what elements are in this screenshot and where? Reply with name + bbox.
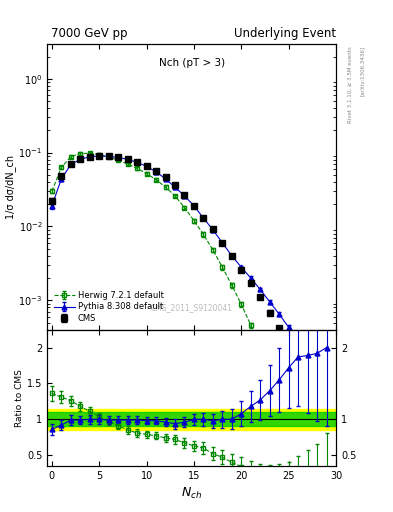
Text: Nch (pT > 3): Nch (pT > 3) xyxy=(158,58,225,68)
Text: [arXiv:1306.3436]: [arXiv:1306.3436] xyxy=(360,46,365,96)
Legend: Herwig 7.2.1 default, Pythia 8.308 default, CMS: Herwig 7.2.1 default, Pythia 8.308 defau… xyxy=(51,288,166,326)
Text: CMS_2011_S9120041: CMS_2011_S9120041 xyxy=(151,304,233,312)
Y-axis label: 1/σ dσ/dN_ch: 1/σ dσ/dN_ch xyxy=(5,155,16,219)
Text: Rivet 3.1.10, ≥ 3.5M events: Rivet 3.1.10, ≥ 3.5M events xyxy=(348,46,353,123)
Text: 7000 GeV pp: 7000 GeV pp xyxy=(51,27,128,40)
Y-axis label: Ratio to CMS: Ratio to CMS xyxy=(15,369,24,426)
X-axis label: $N_{ch}$: $N_{ch}$ xyxy=(181,486,202,501)
Text: Underlying Event: Underlying Event xyxy=(234,27,336,40)
